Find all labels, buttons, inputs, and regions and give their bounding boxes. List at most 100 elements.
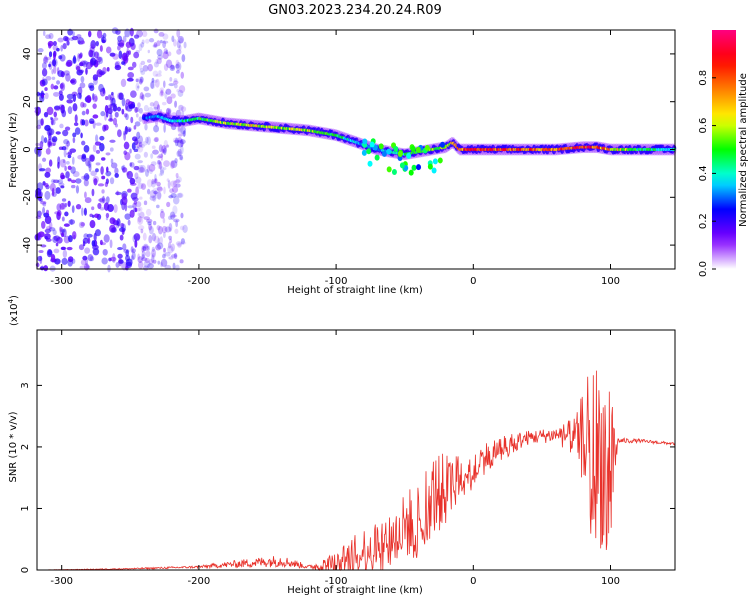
spectrogram-scatter-cell — [416, 164, 422, 171]
spectrogram-noise-cell — [167, 108, 172, 118]
spectrogram-noise-cell — [159, 236, 163, 245]
spectrogram-noise-cell — [156, 48, 163, 57]
spectrogram-noise-cell — [48, 61, 53, 70]
spectrogram-noise-cell — [71, 35, 79, 41]
spectrogram-noise-cell — [159, 210, 165, 219]
spectrogram-noise-cell — [90, 40, 96, 49]
spectrogram-noise-cell — [176, 40, 181, 49]
spectrogram-noise-cell — [52, 40, 57, 46]
spectrogram-noise-cell — [138, 206, 143, 212]
spectrogram-noise-cell — [157, 57, 162, 65]
spectrogram-scatter-cell — [367, 160, 373, 167]
spectrogram-x-tick-label: -100 — [325, 276, 348, 287]
spectrogram-noise-cell — [92, 144, 97, 153]
spectrogram-noise-cell — [57, 156, 61, 165]
colorbar-gradient — [712, 30, 736, 269]
spectrogram-noise-cell — [177, 136, 182, 144]
spectrogram-noise-cell — [135, 50, 140, 54]
spectrogram-noise-cell — [170, 243, 176, 252]
spectrogram-noise-cell — [100, 111, 106, 117]
spectrogram-noise-cell — [133, 34, 140, 39]
spectrogram-noise-cell — [159, 87, 165, 94]
spectrogram-noise-cell — [161, 225, 168, 234]
spectrogram-noise-cell — [114, 64, 122, 71]
spectrogram-noise-cell — [139, 62, 143, 70]
spectrogram-noise-cell — [177, 148, 182, 157]
spectrogram-noise-cell — [47, 40, 54, 47]
spectrogram-noise-cell — [180, 71, 185, 79]
spectrogram-y-tick-label: 0 — [22, 146, 33, 152]
spectrogram-noise-cell — [59, 226, 62, 232]
spectrogram-noise-cell — [72, 231, 77, 240]
snr-y-tick-label: 0 — [20, 567, 31, 573]
colorbar-tick-label: 0.0 — [698, 261, 709, 277]
spectrogram-noise-cell — [61, 146, 67, 151]
spectrogram-noise-cell — [158, 70, 162, 75]
spectrogram-noise-cell — [88, 49, 94, 58]
spectrogram-noise-cell — [81, 154, 87, 162]
spectrogram-noise-cell — [70, 184, 76, 189]
spectrogram-noise-cell — [139, 76, 144, 83]
spectrogram-noise-cell — [122, 243, 127, 251]
spectrogram-noise-cell — [157, 237, 161, 246]
spectrogram-noise-cell — [178, 104, 184, 111]
spectrogram-noise-cell — [173, 122, 179, 127]
spectrogram-noise-cell — [134, 106, 138, 113]
spectrogram-noise-cell — [112, 53, 119, 60]
spectrogram-noise-cell — [151, 246, 155, 252]
spectrogram-noise-cell — [64, 202, 68, 208]
spectrogram-noise-cell — [80, 40, 85, 45]
spectrogram-noise-cell — [76, 34, 82, 39]
spectrogram-noise-cell — [84, 247, 91, 254]
spectrogram-noise-cell — [109, 217, 116, 225]
spectrogram-noise-cell — [114, 167, 119, 175]
spectrogram-noise-cell — [47, 138, 52, 148]
spectrogram-noise-cell — [161, 144, 167, 154]
spectrogram-noise-cell — [167, 242, 172, 249]
spectrogram-noise-cell — [55, 242, 59, 247]
spectrogram-noise-cell — [132, 234, 137, 243]
spectrogram-noise-cell — [136, 141, 141, 148]
spectrogram-noise-cell — [72, 56, 77, 64]
spectrogram-noise-cell — [51, 136, 58, 143]
spectrogram-noise-cell — [91, 206, 95, 211]
spectrogram-noise-cell — [136, 29, 143, 38]
spectrogram-noise-cell — [68, 219, 76, 225]
spectrogram-noise-cell — [65, 61, 72, 67]
spectrogram-noise-cell — [45, 209, 50, 215]
spectrogram-noise-cell — [67, 165, 72, 171]
spectrogram-noise-cell — [163, 167, 167, 171]
spectrogram-noise-cell — [160, 89, 164, 96]
spectrogram-noise-cell — [113, 204, 118, 213]
spectrogram-noise-cell — [99, 197, 106, 204]
spectrogram-noise-cell — [61, 109, 67, 118]
spectrogram-noise-cell — [146, 164, 150, 173]
spectrogram-noise-cell — [54, 258, 61, 265]
spectrogram-noise-cell — [170, 93, 176, 99]
spectrogram-noise-cell — [57, 179, 64, 185]
spectrogram-noise-cell — [135, 78, 139, 83]
spectrogram-y-tick-label: 20 — [22, 95, 33, 108]
spectrogram-noise-cell — [50, 138, 56, 142]
figure-title: GN03.2023.234.20.24.R09 — [268, 3, 442, 18]
spectrogram-noise-cell — [52, 138, 57, 147]
spectrogram-noise-cell — [117, 246, 123, 251]
spectrogram-noise-cell — [67, 154, 72, 159]
spectrogram-noise-cell — [94, 229, 101, 237]
spectrogram-noise-cell — [154, 178, 158, 184]
spectrogram-scatter-cell — [391, 169, 397, 176]
spectrogram-noise-cell — [61, 257, 68, 265]
spectrogram-noise-cell — [102, 32, 107, 38]
spectrogram-noise-cell — [86, 94, 92, 104]
spectrogram-noise-cell — [112, 253, 116, 261]
spectrogram-noise-cell — [169, 64, 176, 72]
spectrogram-noise-cell — [62, 249, 68, 259]
spectrogram-noise-cell — [109, 177, 115, 185]
spectrogram-noise-cell — [112, 117, 118, 126]
spectrogram-noise-cell — [80, 222, 86, 227]
spectrogram-noise-cell — [127, 66, 134, 71]
spectrogram-noise-cell — [131, 142, 136, 150]
spectrogram-noise-cell — [36, 182, 44, 191]
spectrogram-noise-cell — [48, 63, 51, 68]
snr-y-tick-label: 2 — [20, 444, 31, 450]
